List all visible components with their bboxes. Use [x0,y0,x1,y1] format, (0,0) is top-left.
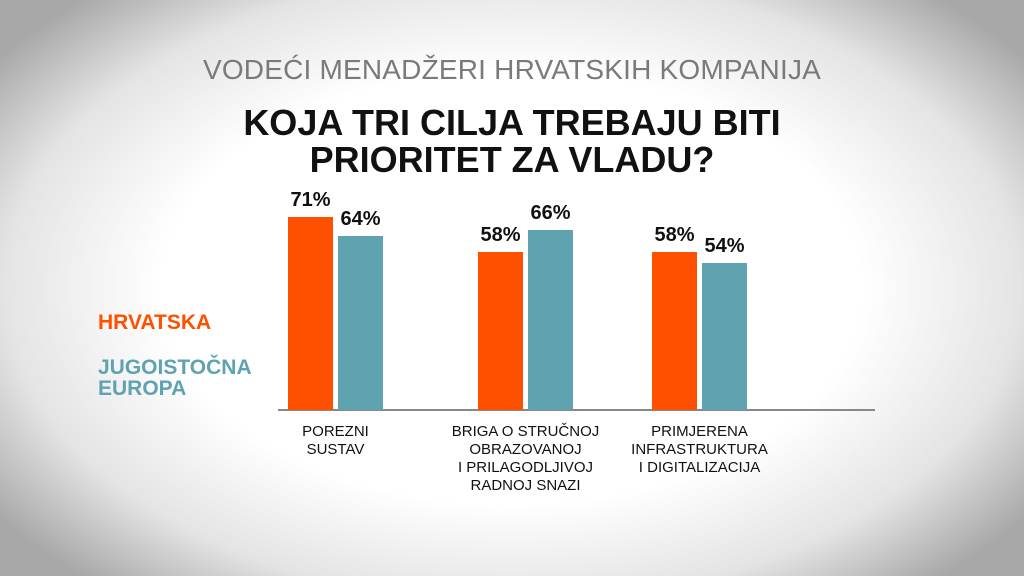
legend-label: HRVATSKA [98,311,212,334]
baseline [278,409,875,411]
bar [528,230,573,410]
value-label: 58% [654,224,695,247]
value-label: 54% [704,235,745,258]
chart-title: KOJA TRI CILJA TREBAJU BITI PRIORITET ZA… [243,102,781,180]
value-label: 58% [480,224,521,247]
bar [652,252,697,410]
x-tick-label: POREZNI SUSTAV [302,423,369,458]
bar [338,235,383,410]
chart-subtitle: VODEĆI MENADŽERI HRVATSKIH KOMPANIJA [202,54,822,85]
x-tick-label: BRIGA O STRUČNOJ OBRAZOVANOJ I PRILAGODL… [451,423,600,494]
value-label: 66% [530,202,571,225]
x-tick-label: PRIMJERENA INFRASTRUKTURA I DIGITALIZACI… [631,423,768,476]
bar [478,252,523,410]
bar [702,263,747,410]
value-label: 71% [290,188,331,211]
bar [288,216,333,410]
legend-label: JUGOISTOČNA EUROPA [98,356,252,400]
value-label: 64% [340,207,381,230]
